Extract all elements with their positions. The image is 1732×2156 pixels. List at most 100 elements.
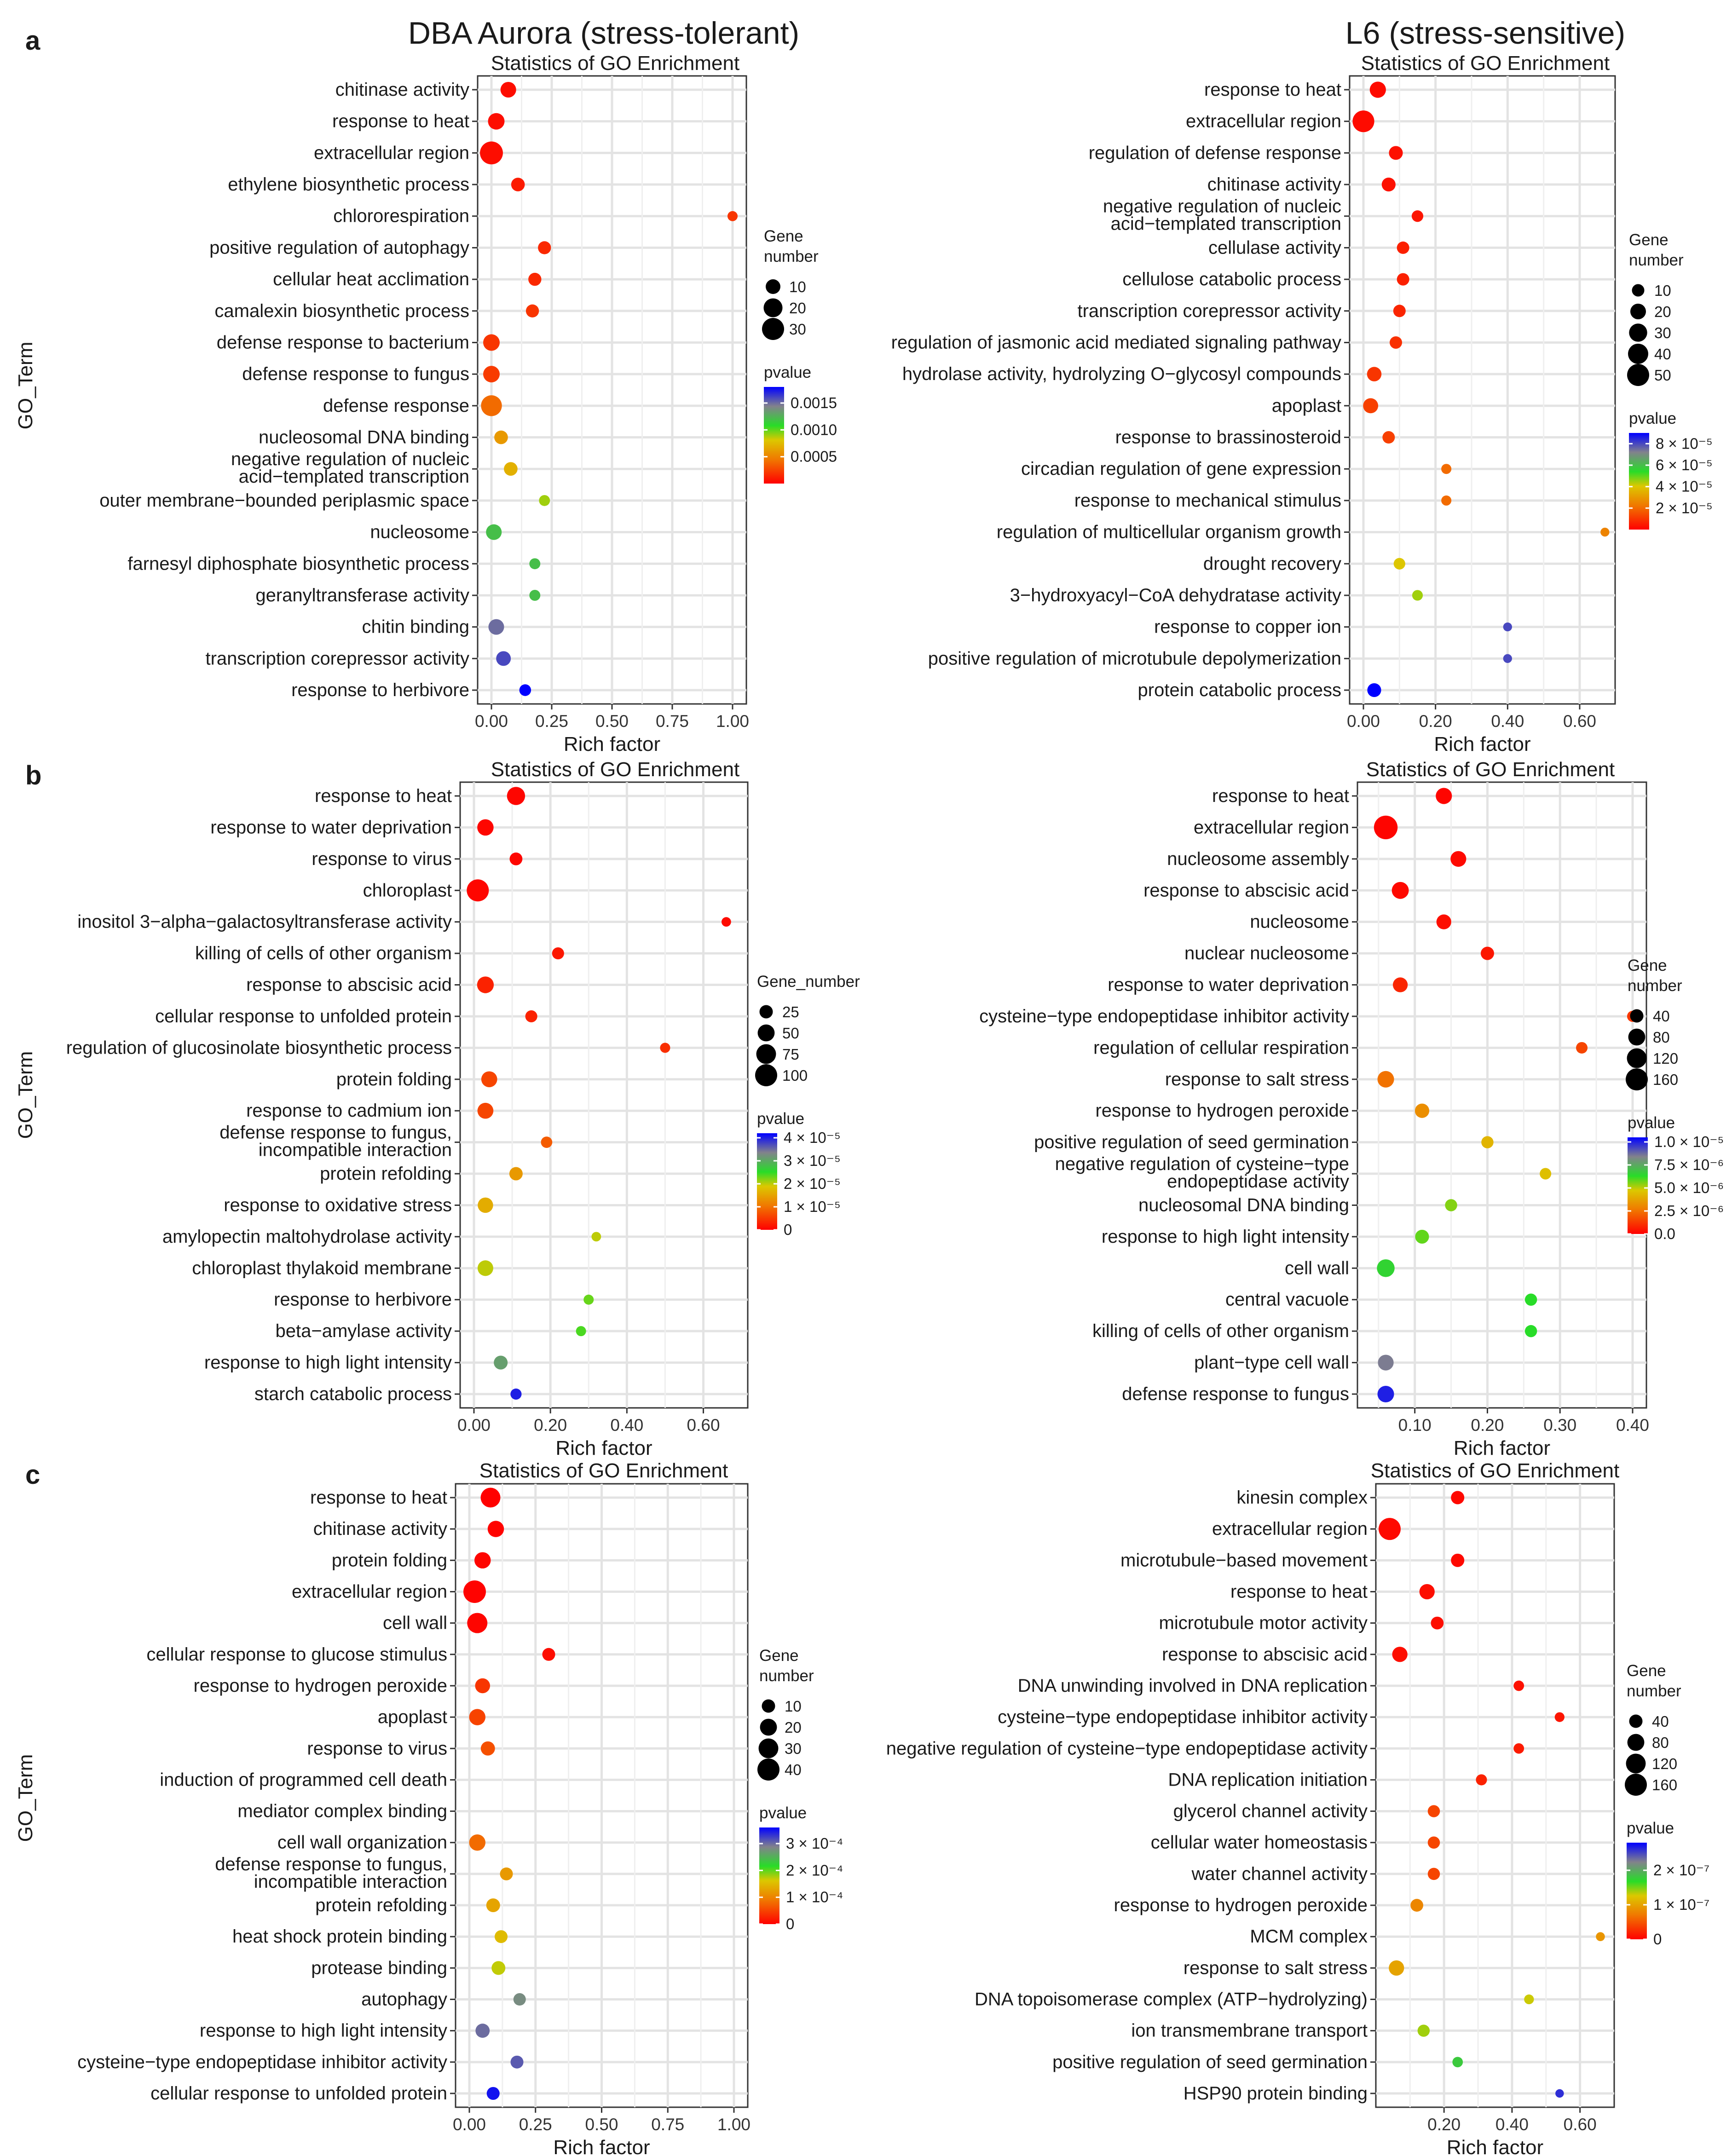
data-point — [1427, 1868, 1440, 1880]
data-point — [1397, 273, 1409, 286]
data-point — [1441, 495, 1452, 506]
size-legend-dot — [756, 1044, 776, 1064]
y-term-label: defense response to fungus — [242, 364, 469, 384]
size-legend-title: number — [1629, 251, 1684, 269]
size-legend-label: 25 — [782, 1003, 799, 1020]
x-tick-label: 0.20 — [1419, 712, 1452, 731]
y-term-label: response to high light intensity — [200, 2021, 447, 2041]
y-term-label: cysteine−type endopeptidase inhibitor ac… — [979, 1006, 1349, 1026]
color-legend-title: pvalue — [759, 1804, 807, 1822]
data-point — [1427, 1805, 1440, 1817]
y-term-label: response to heat — [315, 786, 452, 806]
data-point — [475, 2023, 490, 2038]
y-term-label: acid−templated transcription — [239, 467, 469, 487]
data-point — [480, 141, 503, 165]
data-point — [494, 1930, 508, 1943]
color-legend-bar — [759, 1827, 779, 1924]
size-legend-label: 100 — [782, 1067, 808, 1084]
y-term-label: protease binding — [311, 1958, 447, 1978]
y-term-label: response to water deprivation — [210, 817, 452, 837]
y-term-label: response to copper ion — [1154, 617, 1341, 637]
y-term-label: cellular response to unfolded protein — [155, 1006, 452, 1026]
y-axis-title: GO_Term — [14, 342, 37, 430]
color-legend-label: 0.0005 — [791, 448, 837, 465]
y-term-label: DNA topoisomerase complex (ATP−hydrolyzi… — [975, 1989, 1368, 2010]
data-point — [1431, 1616, 1444, 1630]
y-term-label: glycerol channel activity — [1173, 1801, 1368, 1822]
y-term-label: response to herbivore — [274, 1290, 452, 1310]
y-term-label: response to oxidative stress — [224, 1195, 452, 1215]
size-legend-dot — [1630, 1009, 1644, 1023]
color-legend-label: 1.0 × 10⁻⁵ — [1654, 1133, 1724, 1150]
x-tick-label: 0.20 — [1427, 2115, 1461, 2134]
y-term-label: response to heat — [1230, 1581, 1368, 1602]
size-legend-label: 10 — [1654, 282, 1671, 299]
data-point — [1540, 1168, 1552, 1180]
y-term-label: cell wall — [383, 1613, 447, 1633]
data-point — [1390, 336, 1402, 349]
data-point — [1367, 683, 1381, 698]
plot-panel — [1349, 75, 1616, 705]
y-term-label: cysteine−type endopeptidase inhibitor ac… — [77, 2052, 447, 2072]
y-term-label: drought recovery — [1203, 553, 1341, 574]
color-legend-label: 0 — [784, 1221, 792, 1238]
y-term-label: defense response to fungus, — [219, 1123, 452, 1143]
y-term-label: 3−hydroxyacyl−CoA dehydratase activity — [1010, 585, 1341, 605]
y-term-label: mediator complex binding — [237, 1801, 447, 1822]
y-term-label: chloroplast thylakoid membrane — [192, 1258, 452, 1278]
color-legend-label: 5.0 × 10⁻⁶ — [1654, 1179, 1724, 1196]
size-legend-label: 80 — [1653, 1029, 1670, 1046]
y-axis-title: GO_Term — [14, 1051, 37, 1139]
data-point — [1451, 1553, 1465, 1567]
size-legend-title: Gene — [1627, 1662, 1666, 1680]
color-legend-title: pvalue — [1627, 1819, 1674, 1837]
size-legend-title: number — [759, 1667, 814, 1685]
y-term-label: beta−amylase activity — [275, 1321, 452, 1341]
size-legend-label: 40 — [1653, 1008, 1670, 1025]
y-term-label: heat shock protein binding — [232, 1926, 447, 1947]
size-legend-label: 40 — [1652, 1713, 1669, 1730]
chart-a-right: Statistics of GO Enrichment response to h… — [891, 52, 1713, 755]
size-legend-label: 10 — [789, 278, 806, 295]
y-term-label: chitinase activity — [313, 1519, 447, 1539]
size-legend-title: Gene — [759, 1647, 799, 1665]
data-point — [504, 462, 518, 476]
y-term-label: MCM complex — [1250, 1926, 1368, 1947]
color-legend-title: pvalue — [1628, 1114, 1675, 1132]
color-legend-bar — [1629, 433, 1649, 530]
data-point — [529, 558, 541, 570]
data-point — [1480, 946, 1494, 960]
y-term-label: cellular heat acclimation — [273, 269, 469, 289]
y-term-label: regulation of defense response — [1089, 143, 1341, 163]
data-point — [1389, 146, 1403, 160]
size-legend-label: 160 — [1652, 1776, 1677, 1793]
y-term-label: HSP90 protein binding — [1184, 2083, 1368, 2104]
x-tick-label: 0.00 — [453, 2115, 486, 2134]
y-term-label: response to abscisic acid — [1162, 1644, 1368, 1665]
data-point — [542, 1648, 555, 1661]
y-term-label: DNA unwinding involved in DNA replicatio… — [1018, 1676, 1368, 1696]
size-legend-label: 50 — [1654, 367, 1671, 384]
color-legend-label: 2 × 10⁻⁷ — [1653, 1862, 1709, 1879]
x-tick-label: 1.00 — [717, 2115, 751, 2134]
x-axis-label: Rich factor — [564, 733, 660, 755]
plot-title: Statistics of GO Enrichment — [1371, 1459, 1619, 1482]
color-legend-bar — [1628, 1137, 1648, 1234]
data-point — [486, 524, 502, 540]
y-term-label: response to hydrogen peroxide — [1114, 1895, 1368, 1915]
y-term-label: response to brassinosteroid — [1115, 427, 1341, 448]
y-term-label: protein refolding — [320, 1164, 452, 1184]
y-term-label: inositol 3−alpha−galactosyltransferase a… — [77, 912, 452, 932]
size-legend-dot — [1626, 1068, 1648, 1090]
data-point — [1367, 367, 1382, 381]
data-point — [1445, 1199, 1457, 1211]
y-term-label: positive regulation of autophagy — [209, 237, 469, 258]
data-point — [529, 590, 541, 601]
data-point — [1513, 1743, 1524, 1754]
y-term-label: extracellular region — [292, 1581, 447, 1602]
y-term-label: cell wall — [1285, 1258, 1349, 1278]
y-term-label: nucleosome — [1250, 912, 1349, 932]
size-legend-dot — [763, 298, 783, 317]
data-point — [591, 1232, 601, 1242]
chart-b-right: Statistics of GO Enrichment response to h… — [979, 758, 1724, 1459]
